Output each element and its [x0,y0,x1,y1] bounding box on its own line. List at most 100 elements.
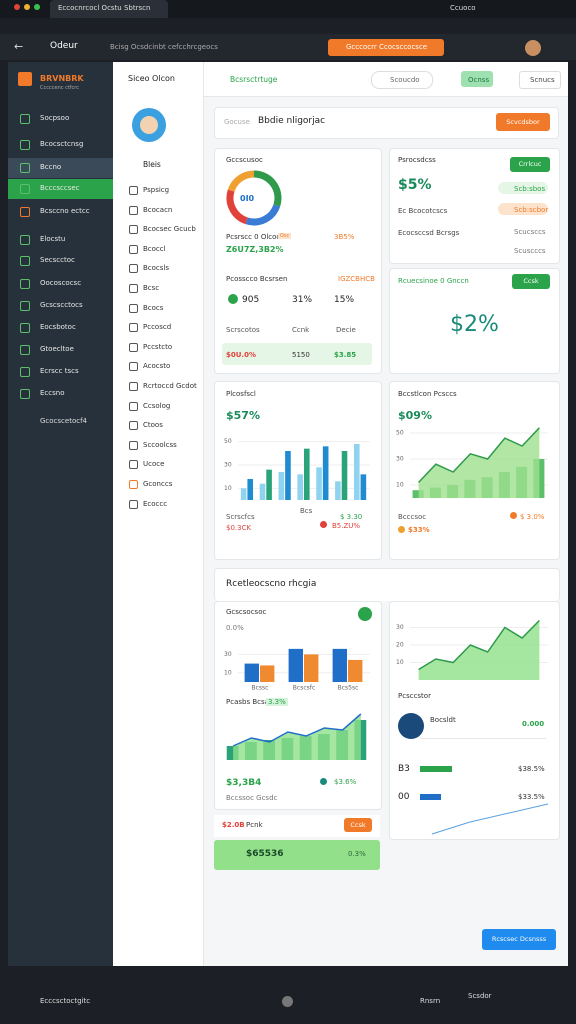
shape [140,116,158,134]
card [214,568,560,601]
label: Bcisg Ocsdcinbt cefcchrcgeocs [110,43,218,51]
panel-item: Bcsc [143,284,160,292]
label[interactable]: Rcscsec Dcsnsss [482,929,556,950]
label: Pcnk [246,821,263,829]
bar [335,481,341,500]
shape [420,738,546,739]
label: Gccscusoc [226,156,263,164]
bar [316,467,322,500]
label: 0.000 [522,720,545,728]
shape [214,840,380,870]
donut-segment [227,170,255,192]
shape [222,343,372,365]
label: $ 3.30 [340,513,363,521]
nav-item: Eocsbotoc [40,323,76,331]
panel-icon [129,264,138,274]
nav-icon [20,389,30,399]
nav-icon [20,114,30,124]
shape [328,39,444,56]
label: Decie [336,326,356,334]
label: Bcs [300,507,313,515]
label: 3.3% [266,698,288,706]
label: Ec Bcocotcscs [398,207,448,215]
label[interactable]: Ccsk [512,274,550,289]
label: B5.ZU% [332,522,361,530]
shape [50,0,168,18]
label: $3,3B4 [226,778,262,788]
label: Odeur [50,41,78,51]
label: Bocsldt [430,716,456,724]
shape [431,803,549,835]
label: Rcuecsinoe 0 Gnccn [398,277,469,285]
panel-icon [129,421,138,431]
label[interactable]: Scvcdsbor [496,113,550,131]
area [418,427,540,498]
line [418,427,540,483]
nav-icon [20,367,30,377]
panel-item: Pccoscd [143,323,172,332]
label: Siceo Olcon [128,74,175,83]
panel-icon [129,499,138,509]
donut-segment [226,189,248,225]
y-tick-label: 10 [224,485,232,492]
row-label: B3 [398,764,410,774]
panel-item: Ecoccc [143,499,168,508]
panel-icon [129,186,138,195]
bar [332,648,347,682]
label: $65536 [246,849,284,859]
nav-icon [20,184,30,194]
panel-icon [129,303,138,313]
panel-item: Bcoccl [143,244,166,253]
shape [18,72,32,86]
x-tick-label: Bcs5sc [338,685,359,692]
nav-icon [20,163,30,173]
panel-item: Ccsolog [143,401,171,410]
y-tick-label: 30 [224,651,232,658]
bar [348,659,363,682]
panel-item: Bcocsls [143,264,170,273]
bar [353,444,360,500]
label: $0U.0% [226,351,256,359]
chart: 10 20 30 [396,619,548,680]
nav-item: Socpsoo [40,114,70,122]
label: $0.3CK [226,524,252,532]
nav-item: Oocoscocsc [40,279,82,287]
nav-icon [20,207,30,217]
panel-item: Ctoos [143,421,163,430]
nav-icon [20,140,30,150]
panel-icon [129,480,138,489]
label[interactable]: Crrlcuc [510,157,550,172]
label: $57% [226,409,260,422]
label[interactable]: Ccsk [344,818,372,832]
bar [278,472,285,500]
label: $3.6% [334,778,357,786]
panel-item: Gconccs [143,480,173,488]
panel-item: Rcrtoccd Gcdot [143,382,197,390]
label: Pcsccstor [398,692,431,700]
label: Bccstlcon Pcsccs [398,390,457,398]
shape [371,71,433,89]
panel-item: Pccstcto [143,342,173,351]
nav-icon [20,301,30,311]
bar [285,451,291,500]
shape [0,34,576,60]
label: Bcccsoc [398,513,427,521]
nav-item: Bcccsccsec [40,184,80,192]
label: Bccssoc Gcsdc [226,794,278,802]
card [214,601,382,810]
shape [24,4,30,10]
nav-item: Bcocsctcnsg [40,140,84,148]
shape [113,62,204,966]
shape [525,40,541,56]
panel-item: Pspsicg [143,186,170,194]
bar [226,746,239,760]
panel-item: Sccoolcss [143,440,177,449]
label: Plcosfscl [226,390,256,398]
label: Z6U7Z,3B2% [226,245,284,254]
nav-highlight [8,158,113,178]
nav-icon [20,345,30,355]
panel-icon [129,460,138,470]
label: $09% [398,409,432,422]
label: $5% [398,177,432,193]
panel-item: Bcocs [143,303,164,312]
